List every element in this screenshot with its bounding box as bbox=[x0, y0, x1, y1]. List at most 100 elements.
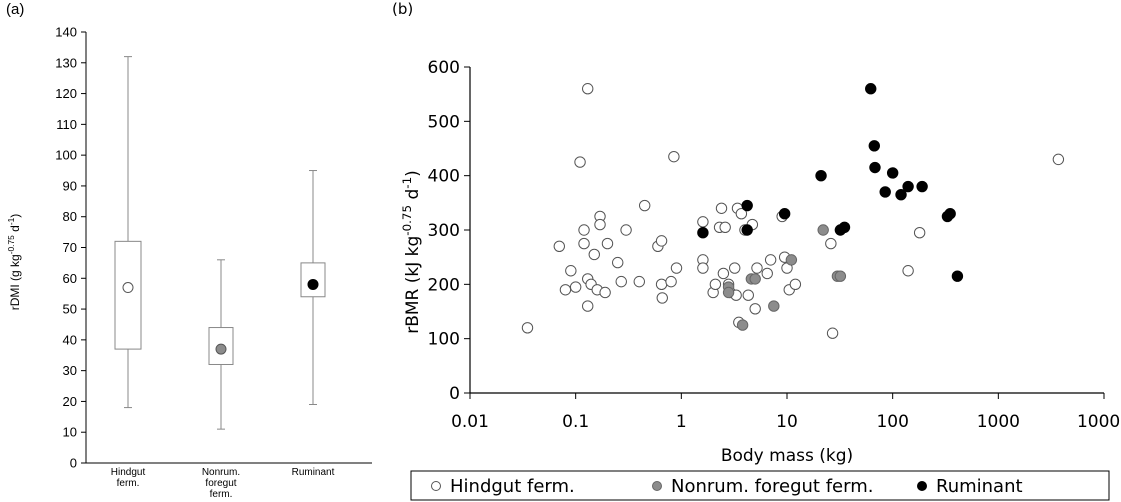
panel-a-category-label: Nonrum. bbox=[202, 467, 240, 478]
panel-b-point bbox=[521, 322, 534, 334]
panel-b-point bbox=[565, 265, 577, 277]
panel-b-point bbox=[582, 300, 594, 312]
panel-b-point bbox=[668, 150, 680, 163]
panel-a-label: (a) bbox=[6, 1, 24, 18]
panel-b-series-2 bbox=[697, 83, 964, 282]
panel-b-y-tick-label: 400 bbox=[428, 167, 460, 187]
panel-b-x-tick-label: 0.1 bbox=[562, 412, 589, 432]
panel-b-point bbox=[838, 221, 851, 233]
panel-b-series-1 bbox=[722, 224, 847, 331]
panel-a-y-axis-label: rDMI (g kg-0.75 d-1) bbox=[6, 214, 22, 311]
panel-b-point bbox=[722, 286, 735, 299]
legend-marker bbox=[652, 481, 662, 491]
panel-a-y-tick-label: 120 bbox=[55, 86, 77, 101]
panel-b-point bbox=[789, 278, 802, 291]
panel-b-point bbox=[865, 83, 877, 95]
panel-a-category-label: foregut bbox=[205, 478, 236, 489]
panel-b-point bbox=[709, 278, 722, 291]
panel-a-y-tick-label: 110 bbox=[56, 117, 77, 132]
panel-a-y-tick-label: 130 bbox=[55, 55, 77, 70]
panel-b-axes bbox=[464, 66, 1105, 399]
panel-a-y-tick-label: 100 bbox=[55, 148, 77, 163]
panel-b-points bbox=[521, 83, 1065, 339]
panel-b-x-tick-label: 10000 bbox=[1077, 412, 1121, 432]
panel-b-point bbox=[741, 199, 753, 212]
panel-a-y-tick-label: 20 bbox=[63, 394, 77, 409]
panel-b-point bbox=[749, 303, 761, 315]
panel-a-category-label: Hindgut bbox=[111, 467, 146, 478]
panel-b-point bbox=[697, 262, 709, 274]
panel-b-point bbox=[916, 180, 928, 193]
panel-a-y-tick-label: 0 bbox=[70, 456, 77, 471]
panel-a-y-tick-label: 10 bbox=[63, 425, 77, 440]
panel-b-point bbox=[612, 256, 624, 269]
panel-b-point bbox=[670, 262, 683, 274]
y-axis-label-sup1: -0.75 bbox=[6, 235, 16, 254]
panel-b-point bbox=[665, 275, 677, 288]
panel-b-legend: Hindgut ferm. Nonrum. foregut ferm. Rumina… bbox=[410, 470, 1110, 501]
panel-b-x-tick-label: 10 bbox=[776, 412, 798, 432]
panel-b-point bbox=[578, 237, 590, 250]
panel-b-y-axis-label: rBMR (kJ kg-0.75 d-1) bbox=[400, 170, 423, 334]
legend-frame bbox=[410, 470, 1110, 501]
panel-a-y-tick-label: 30 bbox=[63, 363, 77, 378]
panel-b-point bbox=[944, 208, 956, 220]
panel-a-box-rect bbox=[114, 240, 142, 350]
panel-b-x-tick-label: 1000 bbox=[977, 412, 1020, 432]
legend-marker bbox=[431, 481, 441, 491]
legend-entry-label: Ruminant bbox=[936, 476, 1023, 497]
panel-b-y-tick-labels: 0 100 200 300 400 500 600 bbox=[428, 58, 460, 404]
panel-b-scatter: (b) 0 100 200 300 400 500 600 0.01 0.1 1 10 100 100… bbox=[392, 0, 1121, 501]
panel-a-box-1 bbox=[208, 259, 234, 430]
panel-b-point bbox=[902, 265, 914, 277]
panel-a-box-rect bbox=[300, 262, 326, 298]
y-axis-label-mid: d bbox=[8, 225, 22, 235]
panel-b-point bbox=[697, 227, 709, 239]
panel-a-box-0 bbox=[114, 56, 142, 409]
panel-b-y-tick-label: 500 bbox=[428, 112, 460, 132]
panel-b-point bbox=[868, 140, 880, 152]
panel-b-point bbox=[574, 156, 586, 168]
panel-a-y-axis bbox=[81, 31, 372, 464]
panel-b-x-tick-labels: 0.01 0.1 1 10 100 1000 10000 bbox=[451, 412, 1121, 432]
panel-a-y-tick-label: 40 bbox=[63, 332, 77, 347]
panel-b-point bbox=[825, 237, 837, 250]
panel-b-point bbox=[869, 161, 881, 174]
panel-b-point bbox=[913, 227, 926, 239]
panel-b-point bbox=[594, 218, 606, 231]
panel-b-x-axis-label: Body mass (kg) bbox=[721, 446, 853, 466]
panel-b-point bbox=[768, 300, 780, 312]
panel-b-point bbox=[697, 216, 709, 228]
y-axis-label-main: rDMI (g kg bbox=[8, 254, 22, 310]
panel-b-point bbox=[638, 199, 651, 212]
legend-entry-label: Nonrum. foregut ferm. bbox=[671, 476, 873, 497]
panel-b-point bbox=[834, 270, 847, 282]
panel-b-y-tick-label: 100 bbox=[428, 330, 460, 350]
y-axis-label-sup2: -1 bbox=[400, 177, 414, 189]
panel-b-point bbox=[761, 267, 773, 280]
panel-b-x-tick-label: 1 bbox=[676, 412, 687, 432]
panel-b-x-tick-label: 100 bbox=[876, 412, 908, 432]
panel-a-y-tick-label: 60 bbox=[63, 271, 77, 286]
panel-b-point bbox=[569, 281, 582, 293]
panel-a-y-tick-label: 50 bbox=[63, 302, 77, 317]
panel-a-y-tick-label: 70 bbox=[63, 240, 77, 255]
panel-a-category-label: ferm. bbox=[117, 478, 140, 489]
panel-a-boxes bbox=[114, 56, 326, 430]
panel-b-point bbox=[559, 284, 572, 296]
panel-b-point bbox=[599, 286, 611, 299]
panel-a-median-marker bbox=[122, 282, 134, 294]
panel-b-point bbox=[951, 270, 964, 282]
panel-a-boxplot: (a) 0 10 20 30 40 50 60 70 80 90 100 110 120 130 140 H… bbox=[6, 1, 372, 500]
panel-a-category-label: ferm. bbox=[210, 489, 233, 500]
panel-b-point bbox=[879, 186, 891, 198]
panel-b-point bbox=[751, 262, 763, 274]
panel-b-point bbox=[633, 275, 645, 288]
panel-b-series-0 bbox=[521, 83, 1065, 339]
panel-b-label: (b) bbox=[392, 0, 413, 18]
y-axis-label-end: ) bbox=[8, 214, 22, 218]
panel-a-median-marker bbox=[307, 278, 319, 290]
panel-b-point bbox=[588, 248, 600, 261]
